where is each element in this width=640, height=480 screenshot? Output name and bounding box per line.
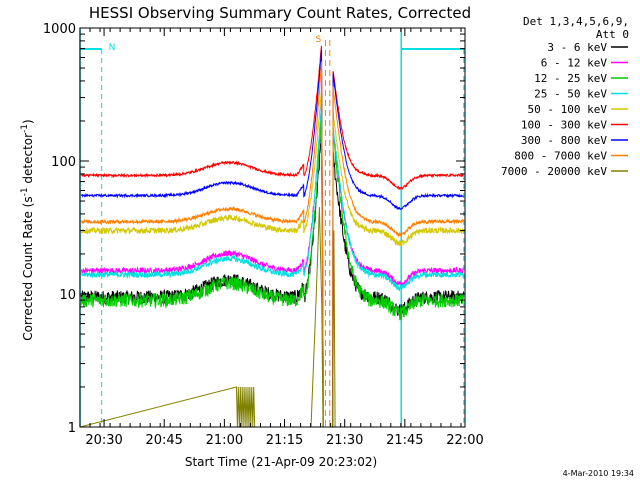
- series-line: [81, 61, 464, 428]
- legend-entry-label: 3 - 6 keV: [547, 41, 607, 54]
- y-axis-label-sup-1: -1: [20, 187, 30, 196]
- footer-date: 4-Mar-2010 19:34: [563, 469, 634, 478]
- y-axis-label-sup-2: -1: [20, 124, 30, 133]
- legend-entry-label: 100 - 300 keV: [521, 119, 607, 132]
- x-tick-label: 21:45: [386, 433, 423, 448]
- legend-entry-label: 25 - 50 keV: [534, 88, 607, 101]
- x-tick-label: 21:15: [266, 433, 303, 448]
- plot-frame: [79, 27, 466, 428]
- night-flag-label: N: [109, 43, 116, 53]
- axes: 20:30 20:45 21:00 21:15 21:30 21:45 22:00 1 10 10…: [43, 22, 484, 448]
- x-tick-label: 22:00: [446, 433, 483, 448]
- y-axis-label-close: ): [21, 119, 35, 124]
- series-line: [80, 100, 464, 428]
- y-axis-label: Corrected Count Rate (s-1 detector-1): [20, 119, 35, 340]
- x-tick-label: 21:00: [206, 433, 243, 448]
- series-line: [80, 45, 464, 428]
- x-tick-label: 20:30: [85, 433, 122, 448]
- y-tick-label: 1000: [43, 22, 76, 37]
- chart-title: HESSI Observing Summary Count Rates, Cor…: [89, 4, 471, 22]
- series-line: [80, 103, 464, 428]
- x-tick-label: 20:45: [145, 433, 182, 448]
- x-axis-label: Start Time (21-Apr-09 20:23:02): [185, 455, 377, 469]
- svg-text:Corrected Count Rate (s-1 dete: Corrected Count Rate (s-1 detector-1): [20, 119, 35, 340]
- legend-header: Det 1,3,4,5,6,9,: [523, 15, 629, 28]
- series-line: [80, 112, 464, 428]
- saa-flag-label: S: [315, 35, 321, 45]
- legend-entry-label: 12 - 25 keV: [534, 72, 607, 85]
- legend: Det 1,3,4,5,6,9,Att 03 - 6 keV 6 - 12 keV…: [501, 15, 629, 178]
- y-tick-label: 100: [51, 155, 76, 170]
- series-line: [79, 207, 465, 428]
- x-tick-label: 21:30: [326, 433, 363, 448]
- series-line: [80, 87, 464, 428]
- legend-entry-label: 300 - 800 keV: [521, 134, 607, 147]
- legend-entry-label: 50 - 100 keV: [528, 103, 608, 116]
- y-axis-label-text: Corrected Count Rate (s: [21, 196, 35, 340]
- legend-entry-label: 7000 - 20000 keV: [501, 165, 607, 178]
- legend-header: Att 0: [596, 28, 629, 41]
- plot-area: NS: [79, 28, 465, 428]
- y-tick-label: 1: [68, 421, 76, 436]
- series-line: [80, 49, 464, 428]
- y-axis-label-tail: detector: [21, 133, 35, 188]
- legend-entry-label: 800 - 7000 keV: [514, 150, 607, 163]
- y-tick-label: 10: [59, 288, 76, 303]
- legend-entry-label: 6 - 12 keV: [541, 57, 608, 70]
